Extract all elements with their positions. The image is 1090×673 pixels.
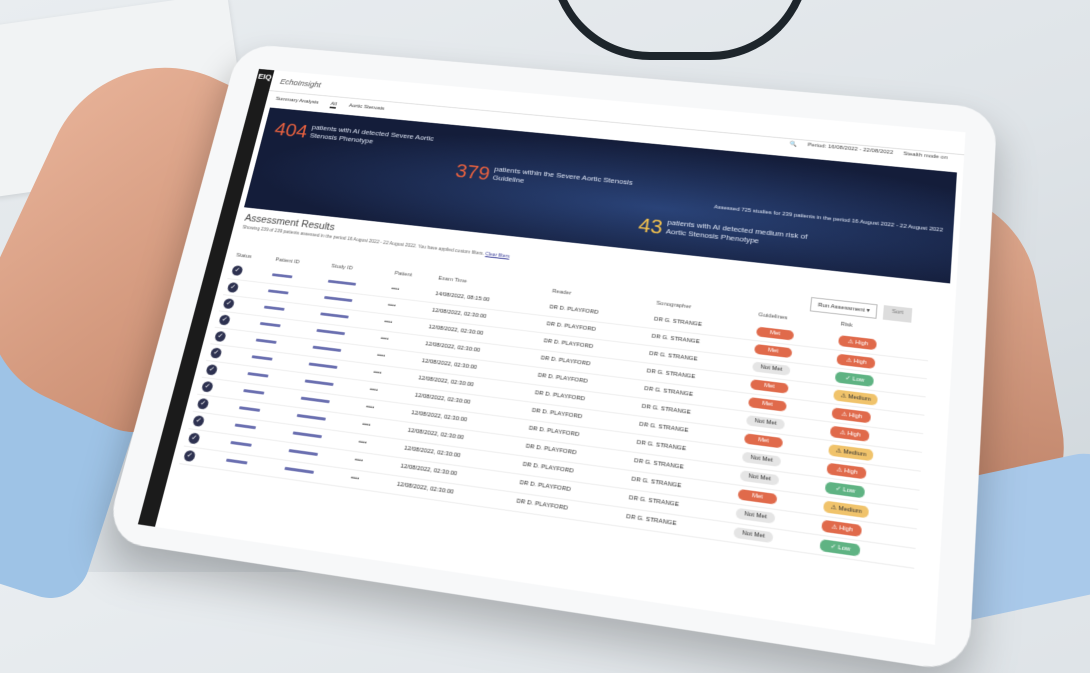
guideline-badge: Not Met xyxy=(752,361,791,376)
study-id-link[interactable] xyxy=(323,295,353,303)
study-id-link[interactable] xyxy=(312,345,342,352)
patient-id-link[interactable] xyxy=(234,423,256,430)
status-check-icon: ✓ xyxy=(231,265,244,277)
study-id-link[interactable] xyxy=(284,466,314,474)
risk-badge: ⚠ High xyxy=(836,353,876,369)
study-id-link[interactable] xyxy=(292,431,322,439)
guideline-badge: Met xyxy=(747,397,787,412)
risk-badge: ⚠ High xyxy=(821,519,863,537)
status-check-icon: ✓ xyxy=(218,313,232,326)
risk-badge: ⚠ Medium xyxy=(823,500,869,518)
patient-id-link[interactable] xyxy=(251,355,273,361)
guideline-badge: Met xyxy=(743,433,784,449)
guideline-badge: Not Met xyxy=(745,415,786,430)
patient-id-link[interactable] xyxy=(267,289,289,295)
study-id-link[interactable] xyxy=(316,328,345,336)
patient-id-link[interactable] xyxy=(246,372,269,378)
guideline-badge: Not Met xyxy=(735,507,776,524)
stat-medium: 43 patients with AI detected medium risk … xyxy=(637,213,808,246)
risk-badge: ✓ Low xyxy=(820,538,861,557)
study-id-link[interactable] xyxy=(296,413,326,421)
tab-aortic-stenosis[interactable]: Aortic Stenosis xyxy=(348,103,385,112)
patient-id-link[interactable] xyxy=(229,440,252,447)
status-check-icon: ✓ xyxy=(187,431,201,444)
chevron-down-icon: ▾ xyxy=(866,308,870,315)
patient-id-link[interactable] xyxy=(255,338,277,344)
guideline-badge: Not Met xyxy=(739,470,780,486)
study-id-link[interactable] xyxy=(308,362,338,369)
guideline-badge: Met xyxy=(749,379,789,394)
study-id-link[interactable] xyxy=(288,448,318,456)
patient-id-link[interactable] xyxy=(263,305,285,311)
guideline-badge: Met xyxy=(737,488,778,505)
search-icon[interactable]: 🔍 xyxy=(789,141,798,148)
stat-guideline: 379 patients within the Severe Aortic Ste… xyxy=(453,159,634,187)
risk-badge: ⚠ High xyxy=(838,335,878,351)
risk-badge: ⚠ Medium xyxy=(833,388,878,406)
app-logo: EIQ xyxy=(257,72,273,82)
risk-badge: ⚠ High xyxy=(832,406,872,423)
study-id-link[interactable] xyxy=(327,279,357,286)
status-check-icon: ✓ xyxy=(205,363,219,376)
tab-summary[interactable]: Summary Analysis xyxy=(275,96,320,106)
status-check-icon: ✓ xyxy=(222,297,236,309)
guideline-badge: Met xyxy=(753,343,793,359)
sort-button[interactable]: Sort xyxy=(882,305,913,323)
screen: EIQ EchoInsight Summary Analysis All Aor… xyxy=(137,68,966,645)
app-title: EchoInsight xyxy=(279,77,322,90)
risk-badge: ⚠ Medium xyxy=(828,443,874,461)
guideline-badge: Not Met xyxy=(741,451,782,467)
risk-badge: ✓ Low xyxy=(825,481,866,498)
study-id-link[interactable] xyxy=(304,379,334,386)
stethoscope xyxy=(550,0,810,60)
status-check-icon: ✓ xyxy=(209,346,223,359)
study-id-link[interactable] xyxy=(319,312,349,319)
tablet: EIQ EchoInsight Summary Analysis All Aor… xyxy=(103,43,998,673)
patient-id-link[interactable] xyxy=(259,321,281,328)
risk-badge: ⚠ High xyxy=(830,425,871,442)
patient-id-link[interactable] xyxy=(225,458,248,465)
stat-severe: 404 patients with AI detected Severe Aort… xyxy=(272,118,435,146)
status-check-icon: ✓ xyxy=(192,414,206,427)
study-id-link[interactable] xyxy=(300,396,330,404)
patient-id-link[interactable] xyxy=(271,273,293,279)
risk-badge: ✓ Low xyxy=(835,370,875,387)
guideline-badge: Not Met xyxy=(733,526,774,544)
status-check-icon: ✓ xyxy=(201,380,214,393)
status-check-icon: ✓ xyxy=(196,397,210,410)
status-check-icon: ✓ xyxy=(214,330,227,342)
patient-id-link[interactable] xyxy=(242,389,265,395)
status-check-icon: ✓ xyxy=(183,449,197,462)
guideline-badge: Met xyxy=(755,326,795,341)
risk-badge: ⚠ High xyxy=(827,462,868,479)
patient-id-link[interactable] xyxy=(238,406,260,412)
status-check-icon: ✓ xyxy=(226,281,240,293)
tab-all[interactable]: All xyxy=(329,101,338,109)
